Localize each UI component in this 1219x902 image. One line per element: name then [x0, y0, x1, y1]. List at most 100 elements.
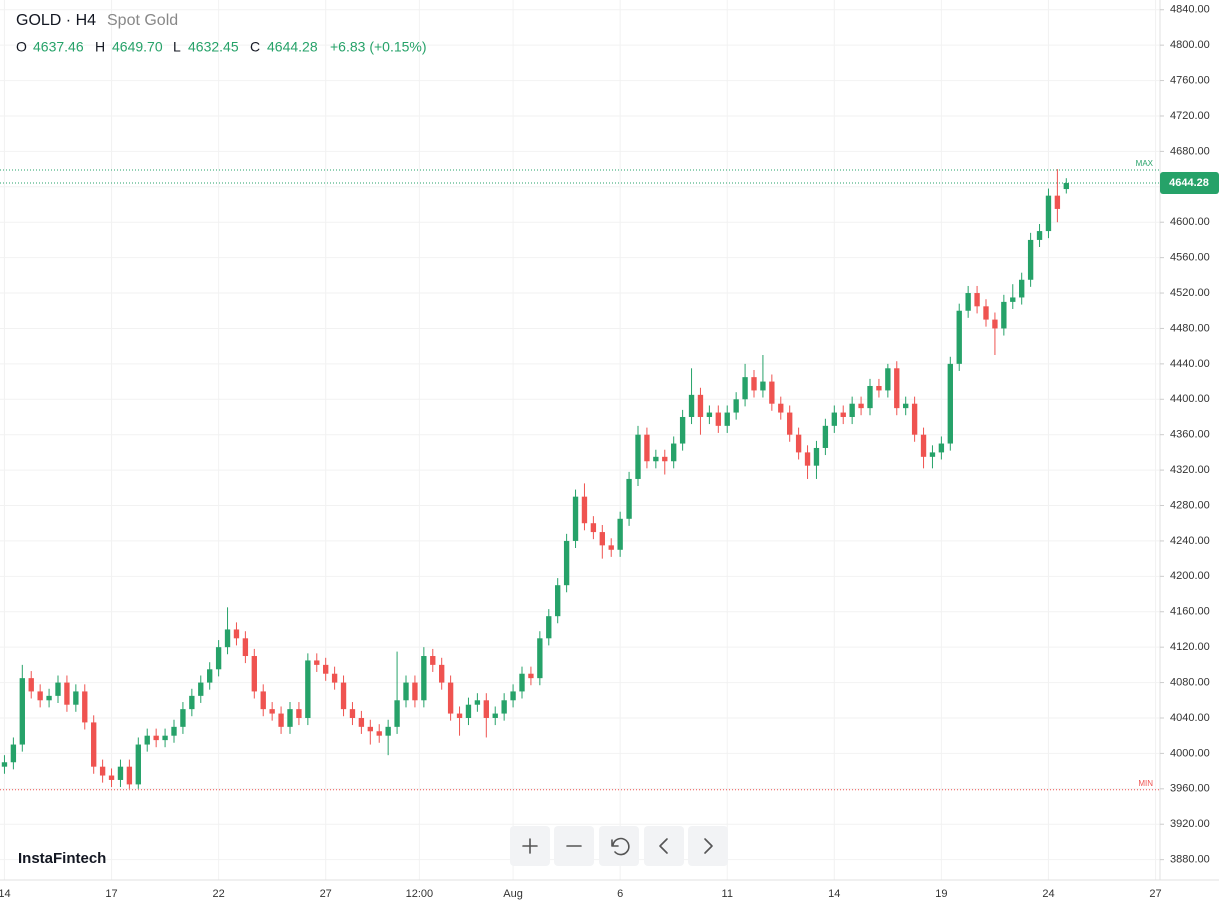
candle-body: [555, 585, 561, 617]
candle-body: [474, 700, 481, 705]
candle-body: [706, 412, 713, 417]
candle-body: [903, 403, 909, 409]
scroll-left-button[interactable]: [644, 826, 684, 866]
candle-body: [831, 412, 837, 426]
y-tick-label: 4040.00: [1170, 712, 1210, 724]
last-price-tag: [1160, 172, 1219, 195]
symbol: GOLD · H4: [16, 12, 96, 29]
candle-body: [1010, 297, 1016, 302]
candle-body: [769, 381, 775, 404]
x-tick-label: 11: [722, 888, 733, 900]
candle-body: [581, 496, 588, 524]
candle-body: [501, 700, 507, 714]
candle-body: [180, 709, 186, 727]
ohlc-legend: O 4637.46 H 4649.70 L 4632.45 C 4644.28 …: [16, 39, 427, 55]
candle-body: [1036, 231, 1043, 240]
candle-body: [189, 695, 195, 710]
candle-body: [626, 478, 632, 519]
grid: [0, 0, 1160, 880]
y-tick-label: 4800.00: [1170, 39, 1210, 51]
candle-body: [608, 545, 614, 550]
candle-body: [1054, 195, 1061, 209]
candle-body: [73, 691, 79, 705]
y-tick-label: 4360.00: [1170, 429, 1210, 441]
y-tick-label: 4120.00: [1170, 641, 1210, 653]
candle-body: [840, 412, 846, 417]
candle-body: [1, 762, 8, 767]
candle-body: [296, 709, 302, 718]
y-tick-label: 3920.00: [1170, 818, 1210, 830]
candle-body: [956, 310, 962, 364]
candle-body: [37, 691, 43, 701]
x-tick-label: 24: [1042, 888, 1054, 900]
y-tick-label: 4520.00: [1170, 287, 1210, 299]
candle-body: [911, 403, 918, 435]
candle-body: [305, 660, 311, 718]
candle-body: [733, 399, 739, 413]
candle-body: [947, 363, 953, 444]
candle-body: [10, 744, 17, 763]
reference-lines: MAX MIN: [0, 159, 1160, 791]
candle-body: [528, 673, 534, 679]
x-tick-label: 14: [0, 888, 11, 900]
candle-body: [287, 709, 293, 727]
candle-body: [456, 713, 463, 718]
candle-body: [251, 656, 257, 692]
candle-body: [662, 456, 668, 462]
candle-body: [795, 434, 802, 453]
y-tick-label: 4600.00: [1170, 216, 1210, 228]
y-tick-label: 4680.00: [1170, 145, 1210, 157]
candle-body: [974, 293, 980, 307]
candle-body: [1027, 239, 1034, 280]
y-tick-label: 4560.00: [1170, 252, 1210, 264]
x-tick-label: 14: [828, 888, 840, 900]
candle-body: [421, 656, 427, 701]
candle-body: [1019, 279, 1025, 298]
legend-change: +6.83 (+0.15%): [330, 39, 427, 55]
candle-body: [412, 682, 418, 701]
x-tick-label: 6: [617, 888, 623, 900]
candle-body: [198, 682, 204, 696]
reference-label: MAX: [1136, 159, 1154, 168]
y-tick-label: 4320.00: [1170, 464, 1210, 476]
candle-body: [760, 381, 766, 391]
candle-body: [162, 735, 168, 741]
candle-body: [126, 766, 133, 785]
candle-body: [929, 452, 936, 457]
candle-body: [153, 735, 159, 741]
candle-body: [278, 713, 284, 727]
candle-body: [367, 726, 373, 732]
y-tick-label: 4440.00: [1170, 358, 1210, 370]
candle-body: [358, 717, 365, 727]
candle-body: [314, 660, 320, 665]
candle-body: [724, 412, 730, 426]
toolbar: [510, 826, 728, 866]
candle-body: [546, 616, 552, 639]
candle-body: [46, 695, 52, 701]
candle-body: [492, 713, 498, 718]
candle-body: [715, 412, 721, 426]
y-tick-label: 4080.00: [1170, 676, 1210, 688]
zoom-out-button[interactable]: [554, 826, 594, 866]
candle-body: [465, 704, 472, 718]
candle-body: [671, 443, 677, 462]
zoom-in-button[interactable]: [510, 826, 550, 866]
candle-body: [751, 377, 757, 391]
candle-body: [849, 403, 855, 417]
candle-body: [992, 319, 998, 329]
candle-body: [867, 385, 873, 409]
candle-body: [108, 775, 115, 780]
candle-body: [858, 403, 864, 409]
scroll-right-button[interactable]: [688, 826, 728, 866]
candle-body: [697, 394, 704, 417]
candle-body: [144, 735, 150, 745]
legend-value: 4649.70: [112, 39, 163, 55]
candle-body: [447, 682, 454, 714]
candle-body: [135, 744, 141, 785]
y-tick-label: 4400.00: [1170, 393, 1210, 405]
reset-button[interactable]: [599, 826, 639, 866]
x-tick-label: 19: [935, 888, 947, 900]
legend-label: L: [173, 39, 181, 55]
candle-body: [519, 673, 525, 692]
y-tick-label: 4000.00: [1170, 747, 1210, 759]
